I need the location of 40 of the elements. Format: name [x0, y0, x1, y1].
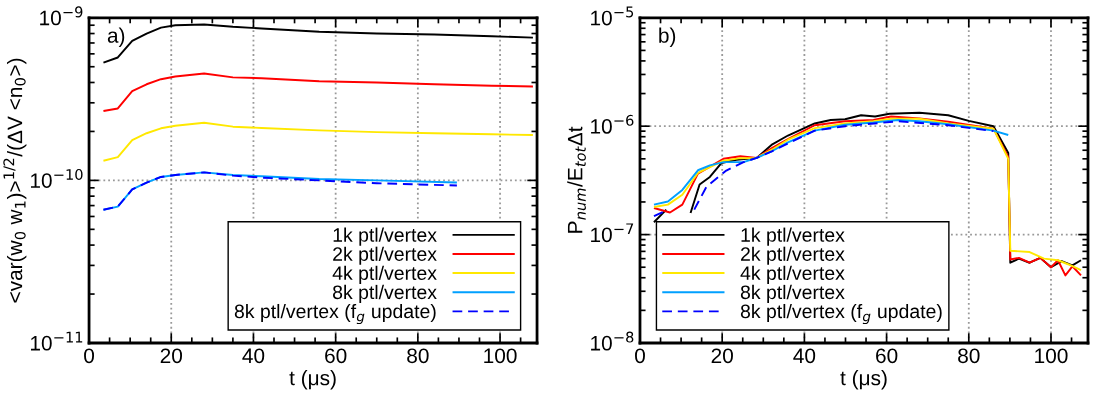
y-tick-label: 10$^{−5}$ — [591, 6, 634, 26]
x-tick-label: 80 — [407, 348, 429, 364]
line-series — [102, 72, 534, 112]
x-tick-label: 100 — [1035, 348, 1068, 364]
legend-label: 8k ptl/vertex — [740, 284, 845, 303]
x-tick-label: 20 — [160, 348, 183, 364]
x-tick-label: 0 — [635, 348, 645, 364]
legend-label: 8k ptl/vertex (f$_{g}$ update) — [740, 303, 942, 325]
line-series — [102, 171, 458, 211]
line-series — [102, 23, 534, 64]
line-series — [102, 121, 534, 162]
y-tick-label: 10$^{−11}$ — [30, 331, 83, 351]
legend-label: 8k ptl/vertex (f$_{g}$ update) — [234, 303, 436, 325]
legend-label: 1k ptl/vertex — [741, 227, 845, 246]
y-tick-label: 10$^{−10}$ — [30, 168, 83, 188]
annotation: b) — [659, 27, 676, 47]
x-axis-title: t (μs) — [289, 370, 336, 390]
y-tick-label: 10$^{−8}$ — [591, 331, 634, 351]
legend-label: 4k ptl/vertex — [332, 265, 437, 284]
y-tick-label: 10$^{−6}$ — [591, 114, 634, 134]
x-tick-label: 80 — [958, 348, 980, 364]
y-axis-title: P$_{num}$/E$_{tot}$Δt — [567, 126, 586, 233]
legend-label: 1k ptl/vertex — [333, 227, 437, 246]
line-series — [652, 119, 1010, 206]
legend-label: 2k ptl/vertex — [333, 246, 437, 265]
legend-label: 2k ptl/vertex — [741, 246, 845, 265]
x-tick-label: 60 — [876, 348, 898, 364]
legend-label: 8k ptl/vertex — [333, 284, 437, 303]
x-tick-label: 40 — [793, 348, 816, 364]
legend-label: 4k ptl/vertex — [740, 265, 845, 284]
y-tick-label: 10$^{−7}$ — [591, 223, 634, 243]
x-tick-label: 20 — [711, 348, 733, 364]
text: <var(w$_{0}$ w$_{1}$)>$^{1/2}$/(ΔV <n$_{0}$>) — [3, 58, 27, 303]
x-tick-label: 40 — [242, 348, 265, 364]
annotation: a) — [107, 27, 125, 47]
x-tick-label: 60 — [325, 348, 347, 364]
x-axis-title: t (μs) — [840, 370, 887, 390]
x-tick-label: 0 — [84, 348, 95, 364]
y-tick-label: 10$^{−9}$ — [40, 6, 83, 26]
x-tick-label: 100 — [484, 348, 517, 364]
